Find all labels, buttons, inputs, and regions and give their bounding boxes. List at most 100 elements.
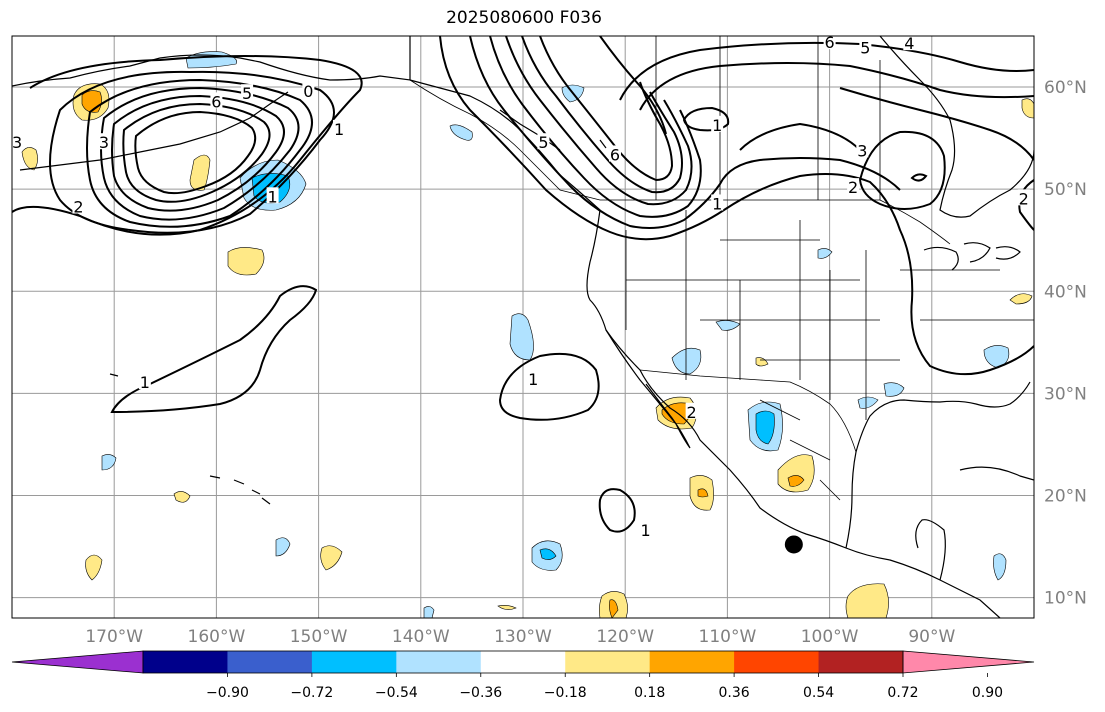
contour: [498, 352, 600, 421]
contour-lines: [12, 36, 1034, 533]
colorbar-tick-label: 0.90: [972, 685, 1003, 701]
lon-tick-label: 100°W: [801, 627, 859, 647]
colorbar-outline: [142, 650, 904, 674]
colorbar-tick-label: 0.54: [803, 685, 834, 701]
contour: [100, 86, 300, 221]
lon-tick-label: 170°W: [85, 627, 143, 647]
contour-label-bg: [12, 133, 24, 150]
gulf-coast: [845, 381, 1031, 549]
cuba-caribbean: [959, 466, 1034, 481]
contour-label: 1: [712, 194, 722, 213]
contour: [505, 36, 693, 206]
contour-label-bg: [639, 521, 652, 538]
contour-label: 6: [825, 33, 835, 52]
contour-label-bg: [685, 402, 698, 419]
contour-label: 1: [641, 521, 651, 540]
location-marker: [784, 535, 803, 554]
contour: [489, 36, 702, 218]
shade-lightblue: [817, 248, 833, 259]
lat-tick-label: 20°N: [1044, 486, 1087, 506]
lat-tick-label: 30°N: [1044, 384, 1087, 404]
lon-tick-label: 150°W: [290, 627, 348, 647]
lat-tick-label: 40°N: [1044, 282, 1087, 302]
contour-label-bg: [608, 145, 621, 162]
contour-label: 2: [687, 403, 697, 422]
contour-label: 4: [904, 34, 914, 53]
contour-label: 1: [712, 116, 722, 135]
shade-yellow: [845, 583, 889, 618]
shade-lightblue: [101, 454, 117, 471]
yucatan: [915, 519, 946, 581]
colorbar-tick-label: −0.36: [459, 685, 502, 701]
contour: [598, 488, 636, 533]
shade-yellow: [320, 545, 343, 571]
longitude-tick-labels: 170°W 160°W 150°W 140°W 130°W 120°W 110°W 100°W…: [85, 627, 955, 647]
lon-tick-label: 120°W: [596, 627, 654, 647]
contour: [599, 36, 667, 135]
contour-label-bg: [711, 115, 724, 132]
contour-label-bg: [847, 178, 860, 195]
contour-label: 3: [99, 133, 109, 152]
contour-label-bg: [302, 82, 315, 99]
contour-label-bg: [333, 119, 346, 136]
political-borders: [409, 36, 1034, 501]
contour: [839, 87, 1034, 161]
latitude-tick-labels: 60°N 50°N 40°N 30°N 20°N 10°N: [1044, 78, 1087, 609]
colorbar-tick-labels: −0.90 −0.72 −0.54 −0.36 −0.18 0.18 0.36 0.54 0.7…: [206, 673, 1003, 701]
shade-yellow: [755, 357, 769, 367]
colorbar-segment: [649, 651, 735, 673]
contour-label: 2: [1019, 189, 1029, 208]
us-mexico-border: [639, 369, 857, 453]
contour: [469, 36, 901, 229]
shade-yellow: [777, 454, 815, 493]
lat-tick-label: 50°N: [1044, 180, 1087, 200]
chart-title: 2025080600 F036: [446, 8, 602, 28]
shade-lightblue: [671, 347, 702, 375]
contour-label: 5: [242, 84, 252, 103]
contour-label: 3: [12, 133, 22, 152]
contour: [858, 130, 946, 210]
contour: [639, 62, 1034, 111]
baja-california: [605, 329, 691, 449]
colorbar-tick-label: 0.36: [719, 685, 750, 701]
shade-yellow: [189, 154, 211, 191]
colorbar-segment: [311, 651, 397, 673]
shade-yellow: [1021, 98, 1034, 119]
contour: [1018, 179, 1034, 231]
contour: [86, 78, 313, 228]
contour: [539, 36, 674, 182]
contour: [122, 102, 271, 203]
shade-yellow: [227, 247, 265, 276]
contour-label: 1: [140, 373, 150, 392]
contour-label-bg: [210, 92, 223, 109]
contour-label: 1: [334, 120, 344, 139]
shade-lightblue: [715, 320, 741, 331]
contour-label: 6: [211, 92, 221, 111]
contour: [910, 173, 928, 182]
shade-yellow: [497, 605, 517, 610]
colorbar: [11, 650, 1035, 674]
lon-tick-label: 140°W: [392, 627, 450, 647]
colorbar-tick-label: −0.72: [290, 685, 333, 701]
contour: [619, 41, 1034, 101]
contour-label-bg: [527, 370, 540, 387]
hudson-bay: [879, 36, 1034, 218]
shade-lightblue: [857, 396, 879, 409]
contour-label-bg: [856, 141, 869, 158]
contour-label-bg: [241, 84, 254, 101]
contour: [521, 36, 683, 194]
contour-label-bg: [72, 197, 85, 214]
shade-blue: [755, 410, 775, 445]
lon-tick-label: 130°W: [494, 627, 552, 647]
alaska-canada-border: [409, 36, 601, 201]
alaska-coast: [12, 36, 411, 87]
colorbar-extend-low: [11, 650, 144, 674]
colorbar-tick-label: 0.72: [887, 685, 918, 701]
us-states: [625, 210, 1034, 420]
contour-labels: 3 6 5 0 1 2 1 3 1 1 1 5 6 1 1 6 5 4 3 2 2 2: [12, 33, 1030, 540]
mexico-states: [759, 399, 841, 501]
shade-orange: [787, 475, 805, 487]
contour-label: 5: [538, 133, 548, 152]
shade-lightblue: [275, 537, 291, 557]
lat-tick-label: 10°N: [1044, 589, 1087, 609]
